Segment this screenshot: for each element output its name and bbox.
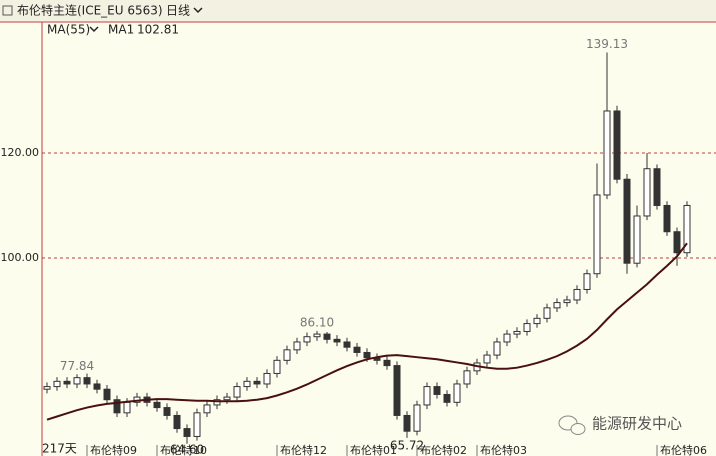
candle-body [643, 168, 651, 217]
candle-body [593, 194, 601, 275]
ma-name: MA1 [108, 23, 134, 37]
watermark: 能源研发中心 [592, 415, 682, 433]
period[interactable]: 日线 [166, 4, 190, 18]
candle-body [493, 341, 501, 356]
low-label: 65.72 [390, 438, 424, 452]
candle-body [113, 399, 121, 414]
indicator-dropdown[interactable] [89, 26, 99, 33]
candle-body [543, 307, 551, 319]
candle-body [53, 380, 61, 388]
candle-body [153, 401, 161, 409]
bar-count: 217天 [42, 442, 77, 456]
candle-body [213, 399, 221, 406]
high-label: 139.13 [586, 37, 628, 51]
candle-body [103, 388, 111, 401]
candle-body [233, 386, 241, 398]
low-label: 64.60 [170, 443, 204, 456]
candle-body [383, 359, 391, 367]
candle-body [203, 404, 211, 414]
candle-body [63, 380, 71, 385]
header-bar [0, 0, 716, 22]
candle-body [253, 380, 261, 385]
menu-icon[interactable] [2, 5, 13, 16]
candle-body [123, 401, 131, 414]
candle-body [193, 412, 201, 437]
candle-body [673, 231, 681, 254]
candle-body [43, 386, 51, 390]
candle-body [583, 273, 591, 290]
ma-value: 102.81 [137, 23, 179, 37]
candle-body [463, 370, 471, 385]
x-tick-label: 布伦特09 [90, 443, 137, 456]
candle-body [603, 110, 611, 196]
candle-body [293, 341, 301, 351]
x-tick-label: 布伦特03 [480, 443, 527, 456]
x-tick-label: 布伦特01 [350, 443, 397, 456]
candle-body [333, 338, 341, 343]
candle-body [313, 333, 321, 338]
candle-body [283, 349, 291, 361]
candle-body [423, 386, 431, 406]
candle-body [243, 380, 251, 388]
candle-body [93, 383, 101, 390]
candle-body [443, 393, 451, 403]
watermark-icon [558, 415, 586, 435]
ma-line [46, 242, 688, 421]
candle-body [523, 323, 531, 332]
candle-body [83, 377, 91, 385]
candle-body [163, 407, 171, 416]
candle-body [483, 354, 491, 364]
candle-body [613, 110, 621, 180]
candle-body [393, 365, 401, 416]
candle-body [573, 288, 581, 301]
candle-body [323, 333, 331, 340]
candle-body [553, 302, 561, 309]
y-tick-label: 120.00 [1, 146, 40, 159]
candle-body [73, 377, 81, 385]
candle-body [363, 351, 371, 359]
candle-body [683, 204, 691, 254]
candle-body [623, 178, 631, 264]
candle-body [303, 336, 311, 343]
x-tick-label: 布伦特02 [420, 443, 467, 456]
x-tick-label: 布伦特12 [280, 443, 327, 456]
candle-body [263, 372, 271, 385]
x-tick-label: 布伦特06 [660, 443, 707, 456]
x-tick-label: 布伦特10 [160, 443, 207, 456]
candle-body [533, 317, 541, 325]
candle-body [353, 346, 361, 353]
candle-body [343, 341, 351, 348]
y-tick-label: 100.00 [1, 251, 40, 264]
candle-body [173, 414, 181, 430]
candle-body [663, 204, 671, 233]
candle-body [453, 383, 461, 403]
high-label: 86.10 [300, 315, 334, 329]
chart-title[interactable]: 布伦特主连(ICE_EU 6563) [17, 3, 163, 18]
candle-body [563, 299, 571, 304]
period-dropdown[interactable] [193, 7, 203, 14]
candle-body [273, 359, 281, 374]
candle-body [503, 333, 511, 343]
indicator[interactable]: MA(55) [47, 23, 90, 37]
candle-body [403, 414, 411, 432]
candle-body [653, 168, 661, 206]
candle-body [513, 330, 521, 335]
candle-body [633, 215, 641, 264]
candle-body [183, 428, 191, 437]
candle-body [413, 404, 421, 432]
high-label: 77.84 [60, 359, 94, 373]
candle-body [433, 386, 441, 395]
candle-body [223, 396, 231, 401]
